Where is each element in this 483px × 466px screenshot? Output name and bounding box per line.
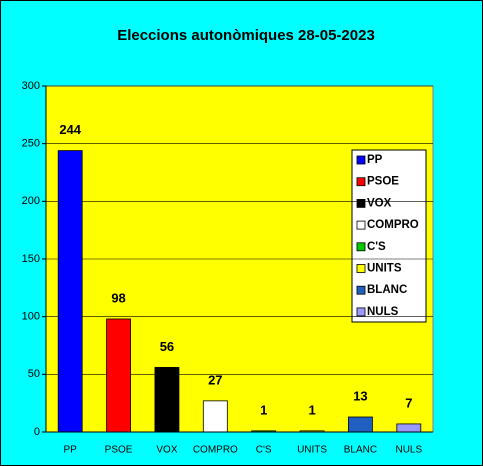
bar xyxy=(106,318,131,433)
y-tick-label: 150 xyxy=(22,253,40,265)
legend-label: COMPRO xyxy=(367,219,419,231)
x-tick-label: PSOE xyxy=(105,445,133,456)
legend-label: PSOE xyxy=(367,176,399,188)
y-tick-label: 0 xyxy=(34,426,40,438)
x-tick-label: COMPRO xyxy=(193,445,238,456)
data-label: 7 xyxy=(405,395,412,410)
data-label: 1 xyxy=(308,402,315,417)
legend-label: PP xyxy=(367,154,383,166)
y-tick-label: 250 xyxy=(22,138,40,150)
x-tick-label: VOX xyxy=(156,445,177,456)
data-label: 27 xyxy=(208,372,222,387)
bar xyxy=(202,400,228,433)
legend-swatch xyxy=(356,285,366,295)
legend-swatch xyxy=(356,198,366,208)
legend-swatch xyxy=(356,220,366,230)
x-tick-label: BLANC xyxy=(344,445,377,456)
data-label: 56 xyxy=(160,339,174,354)
x-tick-label: UNITS xyxy=(297,445,327,456)
legend-swatch xyxy=(356,307,366,317)
legend-label: NULS xyxy=(367,306,399,318)
legend-swatch xyxy=(356,242,366,252)
legend-label: BLANC xyxy=(367,284,407,296)
data-label: 1 xyxy=(260,402,267,417)
legend-label: VOX xyxy=(367,197,392,209)
data-label: 98 xyxy=(111,290,125,305)
bar xyxy=(348,416,373,433)
x-tick-label: C'S xyxy=(256,445,272,456)
y-tick-label: 300 xyxy=(22,80,40,92)
bar xyxy=(57,150,83,433)
data-label: 13 xyxy=(353,388,367,403)
data-label: 244 xyxy=(59,122,81,137)
y-tick-label: 100 xyxy=(22,311,40,323)
y-tick-label: 200 xyxy=(22,195,40,207)
legend-swatch xyxy=(356,155,366,165)
legend-swatch xyxy=(356,177,366,187)
chart-title: Eleccions autonòmiques 28-05-2023 xyxy=(117,27,375,44)
x-tick-label: NULS xyxy=(395,445,422,456)
legend-swatch xyxy=(356,264,366,273)
legend-label: UNITS xyxy=(367,263,402,275)
bar xyxy=(154,367,180,433)
bar xyxy=(396,423,422,433)
legend-label: C'S xyxy=(367,241,386,253)
x-tick-label: PP xyxy=(64,445,78,456)
y-tick-label: 50 xyxy=(28,368,40,380)
